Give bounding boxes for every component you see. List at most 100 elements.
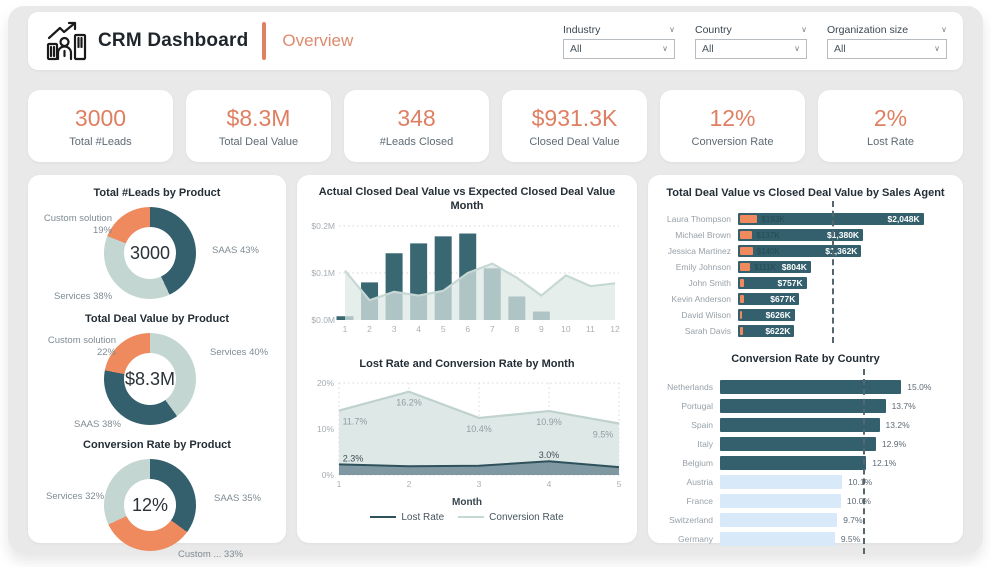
- kpi-card-2: 348 #Leads Closed: [344, 90, 489, 162]
- total-deal-value-bar[interactable]: $111K $804K: [738, 261, 811, 273]
- combo-chart-svg[interactable]: $0.0M$0.1M$0.2M1 2 3 4 5 6 7 8 9 10 11 12: [309, 218, 625, 344]
- donut-slice-label: Services 32%: [46, 491, 105, 502]
- x-axis-title: Month: [452, 496, 482, 508]
- country-bar-row[interactable]: Belgium 12.1%: [660, 453, 951, 472]
- total-deal-value-bar[interactable]: $757K: [738, 277, 807, 289]
- conversion-by-product-donut: 12% SAAS 35% Custom ... 33% Services 32%: [40, 453, 274, 560]
- donut-center-value: 3000: [124, 227, 176, 279]
- closed-deal-value-bar[interactable]: [740, 279, 744, 287]
- country-bar-row[interactable]: Netherlands 15.0%: [660, 377, 951, 396]
- country-bar-row[interactable]: Germany 9.5%: [660, 529, 951, 548]
- agent-bar-row[interactable]: John Smith $757K: [660, 275, 951, 291]
- bar-track: $622K: [738, 325, 951, 337]
- agent-bar-row[interactable]: Emily Johnson $111K $804K: [660, 259, 951, 275]
- country-name: France: [686, 495, 713, 506]
- closed-deal-value-bar[interactable]: [740, 263, 751, 271]
- agent-bar-row[interactable]: David Wilson $626K: [660, 307, 951, 323]
- country-bar-row[interactable]: Spain 13.2%: [660, 415, 951, 434]
- donut-chart[interactable]: 12%: [104, 459, 196, 551]
- chart-title: Total Deal Value vs Closed Deal Value by…: [666, 187, 945, 199]
- lost-rate-line: [338, 460, 620, 469]
- rates-by-month-chart[interactable]: 0% 10% 20% 11.7% 16.2% 10.4% 10.9% 9.5% 2.3% 3.0%…: [309, 375, 625, 496]
- closed-deal-value-bar[interactable]: [740, 311, 742, 319]
- conversion-rate-bar[interactable]: [720, 398, 886, 413]
- agent-bar-row[interactable]: Sarah Davis $622K: [660, 323, 951, 339]
- slicer-dropdown[interactable]: All ∨: [563, 38, 675, 59]
- closed-deal-value-bar[interactable]: [740, 247, 753, 255]
- donut-slice-label: SAAS 35%: [214, 493, 261, 504]
- agent-name: John Smith: [688, 278, 731, 288]
- total-deal-value-bar[interactable]: $140K $1,362K: [738, 245, 862, 257]
- bar-track: 12.9%: [720, 436, 917, 451]
- conversion-by-country-chart: Netherlands 15.0% Portugal 13.7% Spain 13.2% I…: [660, 369, 951, 554]
- agent-bar-row[interactable]: Kevin Anderson $677K: [660, 291, 951, 307]
- slicer-header[interactable]: Organization size ∨: [827, 24, 947, 36]
- total-deal-value-bar[interactable]: $137K $1,380K: [738, 229, 864, 241]
- lost-rate-area[interactable]: [339, 461, 619, 475]
- total-deal-value-bar[interactable]: $677K: [738, 293, 800, 305]
- dashboard-panel: CRM Dashboard Overview Industry ∨ All ∨ Coun…: [8, 6, 983, 560]
- x-tick-label: 6: [465, 324, 470, 334]
- donut-chart[interactable]: $8.3M: [104, 333, 196, 425]
- country-bar-row[interactable]: Switzerland 9.7%: [660, 510, 951, 529]
- closed-deal-value-bar[interactable]: [740, 295, 745, 303]
- closed-value-label: $193K: [761, 215, 785, 224]
- header-divider: [262, 22, 267, 60]
- conversion-rate-bar[interactable]: [720, 455, 867, 470]
- kpi-label: Lost Rate: [866, 135, 915, 148]
- total-value-label: $804K: [781, 262, 807, 272]
- expected-area[interactable]: [345, 263, 615, 320]
- header-bar: CRM Dashboard Overview Industry ∨ All ∨ Coun…: [28, 12, 963, 70]
- legend-label: Lost Rate: [401, 511, 445, 523]
- y-tick-label: 0%: [322, 470, 335, 480]
- country-bar-row[interactable]: Italy 12.9%: [660, 434, 951, 453]
- donut-slice-label: Services 40%: [210, 347, 269, 358]
- conversion-rate-bar[interactable]: [720, 512, 838, 527]
- closed-value-label: $137K: [756, 231, 780, 240]
- x-tick-label: 7: [490, 324, 495, 334]
- agent-bar-row[interactable]: Michael Brown $137K $1,380K: [660, 227, 951, 243]
- conversion-rate-bar[interactable]: [720, 379, 902, 394]
- closed-deal-value-bar[interactable]: [740, 215, 758, 223]
- rates-chart-svg[interactable]: 0% 10% 20% 11.7% 16.2% 10.4% 10.9% 9.5% 2.3% 3.0%…: [309, 375, 625, 491]
- value-label: 9.7%: [843, 514, 863, 525]
- conversion-rate-area[interactable]: [339, 391, 619, 468]
- conversion-rate-bar[interactable]: [720, 417, 880, 432]
- agent-bar-row[interactable]: Laura Thompson $193K $2,048K: [660, 211, 951, 227]
- country-bar-row[interactable]: Portugal 13.7%: [660, 396, 951, 415]
- bar-track: 10.1%: [720, 474, 917, 489]
- country-bar-row[interactable]: Austria 10.1%: [660, 472, 951, 491]
- country-name: Austria: [686, 476, 713, 487]
- donut-chart[interactable]: 3000: [104, 207, 196, 299]
- crm-logo-icon: [46, 21, 87, 61]
- closed-value-label: $111K: [754, 263, 776, 272]
- total-deal-value-bar[interactable]: $626K: [738, 309, 795, 321]
- closed-deal-value-bar[interactable]: [740, 231, 753, 239]
- agent-bar-row[interactable]: Jessica Martinez $140K $1,362K: [660, 243, 951, 259]
- total-deal-value-bar[interactable]: $193K $2,048K: [738, 213, 924, 225]
- conversion-rate-bar[interactable]: [720, 493, 841, 508]
- conversion-rate-bar[interactable]: [720, 531, 835, 546]
- conversion-rate-bar[interactable]: [720, 436, 876, 451]
- y-tick-label: 20%: [317, 378, 334, 388]
- actual-vs-expected-chart[interactable]: $0.0M $0.1M $0.2M 1 2 3 4 5 6 7 8 9 10 11 12: [309, 218, 625, 349]
- legend-item: Lost Rate: [370, 512, 444, 523]
- conversion-rate-bar[interactable]: [720, 474, 843, 489]
- slicer-header[interactable]: Industry ∨: [563, 24, 675, 36]
- x-tick-label: 2: [367, 324, 372, 334]
- x-tick-label: 1: [337, 479, 342, 489]
- country-bar-row[interactable]: France 10.0%: [660, 491, 951, 510]
- lost-rate-line-swatch: [370, 516, 397, 519]
- total-deal-value-bar[interactable]: $622K: [738, 325, 795, 337]
- slicer-dropdown[interactable]: All ∨: [695, 38, 807, 59]
- slicer-dropdown[interactable]: All ∨: [827, 38, 947, 59]
- slicer-header[interactable]: Country ∨: [695, 24, 807, 36]
- closed-deal-value-bar[interactable]: [740, 327, 744, 335]
- filter-slicers: Industry ∨ All ∨ Country ∨ All ∨ Organization si…: [563, 24, 947, 59]
- kpi-card-5: 2% Lost Rate: [818, 90, 963, 162]
- chart-legend: Lost Rate Conversion Rate: [309, 512, 625, 523]
- slicer-value: All: [834, 42, 846, 55]
- chevron-down-icon: ∨: [794, 44, 800, 53]
- app-title: CRM Dashboard: [98, 30, 249, 51]
- bar-track: $140K $1,362K: [738, 245, 951, 257]
